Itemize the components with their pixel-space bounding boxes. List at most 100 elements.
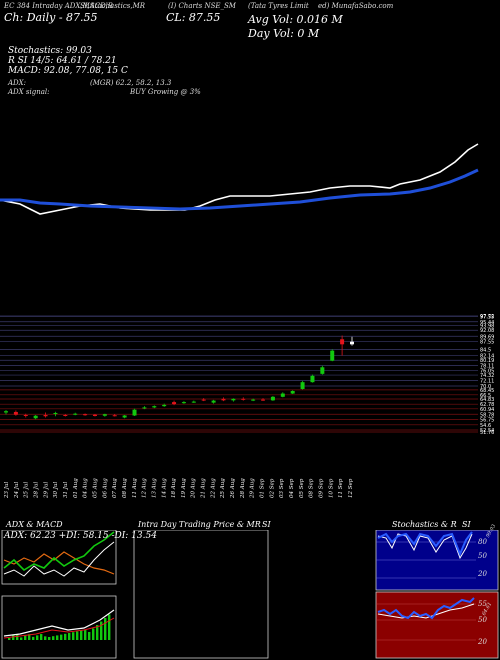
candles (4, 335, 354, 420)
macd-histogram-bar (20, 637, 23, 640)
date-tick-label: 26 Aug (230, 478, 236, 499)
stoch-rsi-title-b: SI (462, 520, 471, 529)
rsi-panel (375, 591, 499, 659)
macd-lines (3, 609, 115, 640)
date-tick-label: 01 Sep (260, 478, 266, 498)
rsi-axis-50: 50 (478, 616, 487, 624)
candle-body (251, 399, 256, 401)
ema-line (0, 168, 479, 211)
date-tick-label: 20 Aug (191, 478, 197, 499)
price-tick-label: 84.5 (480, 347, 491, 353)
adx-signal-label: ADX signal: (8, 88, 50, 96)
close-label: CL: 87.55 (166, 11, 221, 24)
stochastics-stat: Stochastics: 99.03 (8, 46, 92, 56)
candle-body (23, 414, 28, 416)
change-label: Ch: Daily - 87.55 (4, 11, 98, 24)
candle-body (73, 413, 78, 415)
candle-body (122, 415, 127, 418)
candle-body (53, 412, 58, 414)
macd-histogram-bar (24, 634, 27, 640)
date-tick-label: 12 Aug (142, 478, 148, 498)
price-tick-label: 51.76 (480, 430, 494, 436)
candlestick-chart: 97.7297.5595.4493.9892.0889.6987.5584.58… (0, 314, 494, 436)
candle-body (310, 375, 315, 383)
macd-histogram-bar (84, 629, 87, 640)
macd-histogram-bar (52, 636, 55, 640)
candle-body (191, 401, 196, 403)
intraday-title-b: SI (262, 520, 271, 529)
macd-histogram-bar (96, 625, 99, 640)
candle-body (280, 393, 285, 397)
macd-histogram-bar (16, 634, 19, 640)
candle-body (201, 399, 206, 401)
date-tick-label: 24 Jul (14, 482, 20, 499)
macd-histogram-bar (32, 636, 35, 640)
stoch-axis-80: 80 (478, 538, 487, 546)
price-tick-label: 93.98 (480, 323, 494, 329)
date-tick-label: 07 Aug (112, 478, 118, 498)
candle-body (4, 411, 8, 413)
macd-histogram-bar (56, 635, 59, 640)
date-tick-label: 05 Sep (299, 478, 305, 498)
candle-body (241, 398, 246, 400)
date-tick-label: 10 Sep (328, 478, 334, 498)
adx-lines (3, 531, 115, 577)
avg-vol-label: Avg Vol: 0.016 M (248, 13, 343, 26)
date-tick-label: 28 Jul (33, 482, 39, 499)
mgr-stat: (MGR) 62.2, 58.2, 13.3 (90, 79, 172, 87)
date-tick-label: 01 Aug (73, 478, 79, 498)
adx-stat-label: ADX: (8, 79, 27, 87)
date-tick-label: 04 Aug (83, 478, 89, 498)
price-tick-label: 78.11 (480, 363, 494, 369)
date-tick-label: 25 Jul (24, 482, 30, 499)
date-axis: 23 Jul 24 Jul 25 Jul 28 Jul 29 Jul 30 Jul 31 J… (4, 478, 354, 499)
macd-histogram-bar (88, 632, 91, 640)
rsi-axis-55: 55 (478, 600, 487, 608)
plus-di-line (3, 531, 115, 572)
date-tick-label: 05 Aug (92, 478, 98, 498)
date-tick-label: 18 Aug (171, 478, 177, 498)
candle-body (270, 396, 275, 401)
macd-histogram-bar (100, 621, 103, 640)
candle-body (83, 414, 88, 416)
macd-histogram-bar (68, 633, 71, 640)
date-tick-label: 04 Sep (289, 478, 295, 498)
price-tick-label: 89.69 (480, 334, 494, 340)
price-tick-label: 70.0 (480, 384, 491, 390)
moving-average-chart (0, 143, 479, 215)
candle-body (33, 415, 38, 419)
macd-histogram-bar (76, 631, 79, 640)
date-tick-label: 13 Aug (151, 478, 157, 498)
price-tick-label: 54.6 (480, 423, 491, 429)
price-tick-label: 95.44 (480, 320, 494, 326)
date-tick-label: 22 Aug (210, 478, 216, 499)
macd-histogram-bar (72, 632, 75, 640)
macd-stat: MACD: 92.08, 77.08, 15 C (8, 66, 128, 76)
adx-values-text: ADX: 62.23 +DI: 58.15 -DI: 13.54 (4, 531, 157, 541)
price-tick-label: 68.45 (480, 388, 494, 394)
date-tick-label: 28 Aug (240, 478, 246, 499)
macd-histogram-bar (60, 634, 63, 640)
candle-body (300, 382, 305, 389)
stoch-axis-50: 50 (478, 552, 487, 560)
buy-signal: BUY Growing @ 3% (130, 88, 201, 96)
candle-body (63, 414, 68, 416)
date-tick-label: 30 Jul (53, 482, 59, 498)
candle-body (231, 398, 236, 401)
chart-title-1: EC 384 Intraday ADX,MACD,B (4, 2, 113, 10)
adx-line (3, 541, 115, 577)
stoch-rsi-title-a: Stochastics & R (392, 520, 457, 529)
macd-histogram-bar (44, 636, 47, 640)
stoch-axis-20: 20 (478, 570, 487, 578)
candle-body (172, 402, 177, 405)
date-tick-label: 14 Aug (161, 478, 167, 498)
candle-body (43, 414, 48, 417)
candle-body (211, 400, 216, 403)
candle-body (152, 406, 157, 408)
date-tick-label: 19 Aug (181, 478, 187, 498)
date-tick-label: 25 Aug (220, 478, 226, 499)
macd-histogram-bar (92, 628, 95, 640)
price-tick-label: 56.75 (480, 417, 494, 423)
price-tick-label: 87.55 (480, 340, 494, 346)
macd-histogram-bar (48, 637, 51, 640)
